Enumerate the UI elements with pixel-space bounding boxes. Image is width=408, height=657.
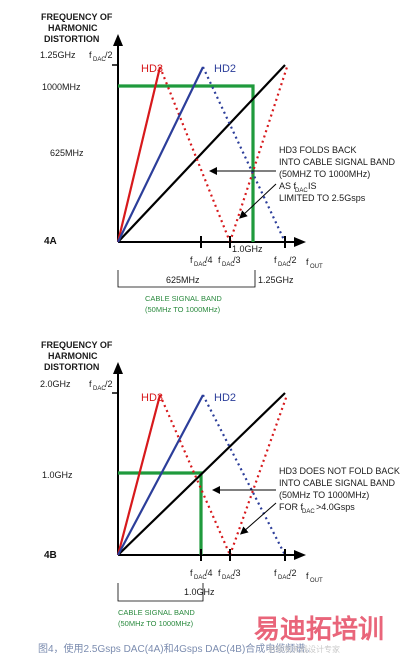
x-625-label: 625MHz — [166, 275, 200, 285]
tick-div2-f: f — [274, 255, 277, 265]
tick-div2-sub: DAC — [278, 262, 291, 268]
tick-div4-f: f — [190, 255, 193, 265]
note-arrow-icon — [239, 502, 277, 535]
tick-div3-f: f — [218, 568, 221, 578]
hd3-line — [116, 394, 162, 556]
y-axis-title-line3: DISTORTION — [44, 362, 99, 372]
band-label: CABLE SIGNAL BAND — [145, 294, 222, 303]
band-range: (50MHz TO 1000MHz) — [145, 305, 221, 314]
tick-div2-div: /2 — [289, 255, 297, 265]
note-as-sub: DAC — [295, 188, 308, 194]
y-axis-title-line1: FREQUENCY OF — [41, 340, 113, 350]
band-bracket — [117, 583, 204, 602]
panel-b: FREQUENCY OF HARMONIC DISTORTION 2.0GHz … — [40, 340, 400, 628]
y-top-label: 1.25GHz — [40, 50, 76, 60]
note-is: IS — [308, 181, 317, 191]
hd2-folded-line — [202, 66, 286, 243]
tick-div2-sub: DAC — [278, 575, 291, 581]
hd3-folded-line-2 — [228, 394, 289, 556]
hd3-label: HD3 — [141, 63, 163, 75]
y-top-f-div: /2 — [105, 50, 113, 60]
panel-a-label: 4A — [44, 236, 57, 247]
y-1ghz-label: 1.0GHz — [42, 470, 73, 480]
y-axis-title-line3: DISTORTION — [44, 34, 99, 44]
axis-arrow-icon — [294, 237, 306, 247]
y-1000-label: 1000MHz — [42, 82, 81, 92]
y-axis-title-line1: FREQUENCY OF — [41, 12, 113, 22]
y-top-f: f — [89, 379, 92, 389]
panel-b-label: 4B — [44, 550, 57, 561]
watermark-tagline: 射频和天线设计专家 — [268, 644, 340, 654]
note-line3: (50MHZ TO 1000MHz) — [279, 169, 370, 179]
axis-arrow-icon — [113, 362, 123, 374]
axis-arrow-icon — [294, 550, 306, 560]
fundamental-line — [117, 392, 286, 556]
tick-div2-div: /2 — [289, 568, 297, 578]
y-top-f-sub: DAC — [93, 57, 106, 63]
note-line2: INTO CABLE SIGNAL BAND — [279, 478, 396, 488]
hd3-folded-line — [158, 394, 232, 556]
x-axis-f-sub: OUT — [310, 264, 323, 270]
tick-div3-f: f — [218, 255, 221, 265]
x-125-label: 1.25GHz — [258, 275, 294, 285]
note-arrow-icon — [239, 183, 277, 219]
hd2-label: HD2 — [214, 392, 236, 404]
tick-div3-sub: DAC — [222, 575, 235, 581]
tick-div3-div: /3 — [233, 255, 241, 265]
y-625-label: 625MHz — [50, 148, 84, 158]
note-line1: HD3 FOLDS BACK — [279, 145, 357, 155]
tick-div4-sub: DAC — [194, 575, 207, 581]
tick-div3-sub: DAC — [222, 262, 235, 268]
x-axis-f-sub: OUT — [310, 578, 323, 584]
note-for: FOR f — [279, 502, 303, 512]
band-label: CABLE SIGNAL BAND — [118, 608, 195, 617]
note-line3: (50MHz TO 1000MHz) — [279, 490, 369, 500]
x-axis-f: f — [306, 571, 309, 581]
y-axis-title-line2: HARMONIC — [48, 23, 98, 33]
hd3-folded-line — [158, 66, 232, 243]
y-top-f: f — [89, 50, 92, 60]
cable-band-boundary — [118, 84, 255, 242]
note-for-sub: DAC — [302, 509, 315, 515]
y-top-f-div: /2 — [105, 379, 113, 389]
tick-div4-div: /4 — [205, 255, 213, 265]
hd2-folded-line — [202, 394, 286, 556]
figure-caption: 图4，使用2.5Gsps DAC(4A)和4Gsps DAC(4B)合成电缆频谱… — [38, 642, 315, 655]
hd2-line — [117, 66, 204, 243]
watermark-logo: 易迪拓培训 — [254, 615, 384, 645]
note-line1: HD3 DOES NOT FOLD BACK — [279, 466, 400, 476]
tick-div4-div: /4 — [205, 568, 213, 578]
hd2-line — [117, 394, 204, 556]
note-gt: >4.0Gsps — [316, 502, 355, 512]
tick-div4-sub: DAC — [194, 262, 207, 268]
x-axis-f: f — [306, 257, 309, 267]
tick-div2-f: f — [274, 568, 277, 578]
hd3-label: HD3 — [141, 392, 163, 404]
y-top-f-sub: DAC — [93, 386, 106, 392]
hd3-line — [116, 66, 162, 243]
note-as: AS f — [279, 181, 297, 191]
note-limit: LIMITED TO 2.5Gsps — [279, 193, 366, 203]
band-bracket — [117, 270, 256, 288]
axis-arrow-icon — [113, 34, 123, 46]
band-range: (50MHz TO 1000MHz) — [118, 619, 194, 628]
tick-1ghz-label: 1.0GHz — [232, 244, 263, 254]
panel-a: FREQUENCY OF HARMONIC DISTORTION 1.25GHz… — [40, 12, 396, 314]
x-1ghz-label: 1.0GHz — [184, 587, 215, 597]
tick-div4-f: f — [190, 568, 193, 578]
hd2-label: HD2 — [214, 63, 236, 75]
note-line2: INTO CABLE SIGNAL BAND — [279, 157, 396, 167]
y-axis-title-line2: HARMONIC — [48, 351, 98, 361]
fundamental-line — [117, 64, 286, 243]
tick-div3-div: /3 — [233, 568, 241, 578]
y-top-label: 2.0GHz — [40, 379, 71, 389]
